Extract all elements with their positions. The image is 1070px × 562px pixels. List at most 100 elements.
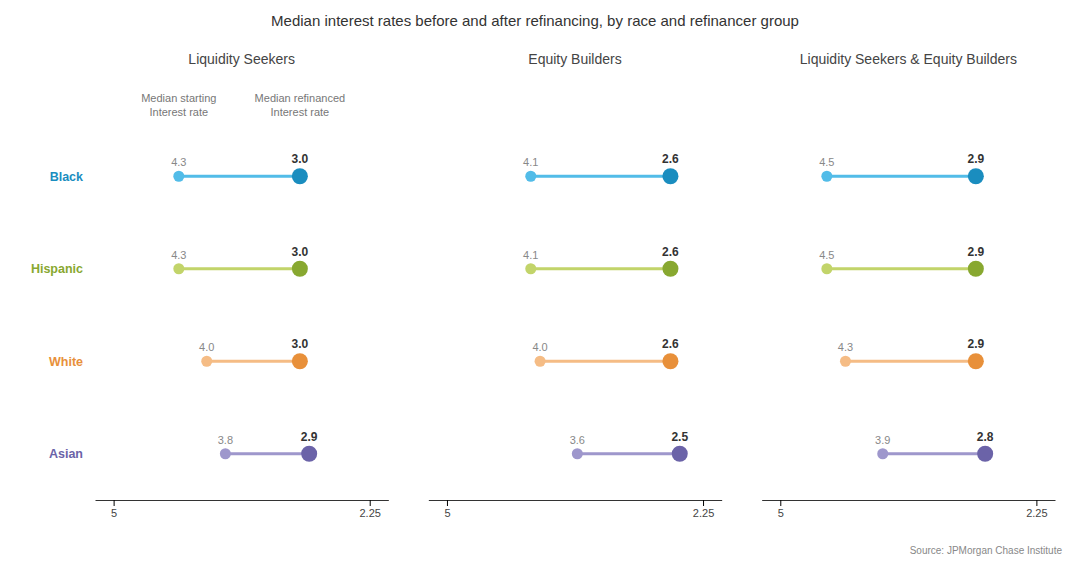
connector bbox=[207, 360, 300, 363]
connector bbox=[531, 175, 671, 178]
end-dot bbox=[968, 168, 984, 184]
category-label: Hispanic bbox=[31, 262, 83, 276]
data-label: 2.6 bbox=[662, 337, 679, 351]
data-labels: 4.1 4.1 4.0 3.6 2.6 2.6 2.6 2.5 bbox=[523, 152, 688, 446]
start-dot bbox=[220, 448, 231, 459]
panel-title: Liquidity Seekers bbox=[188, 51, 295, 67]
category-label: Asian bbox=[49, 447, 83, 461]
tick: 2.25 bbox=[693, 500, 714, 519]
marks bbox=[173, 168, 317, 462]
data-label: 4.1 bbox=[523, 156, 538, 168]
data-label: 4.1 bbox=[523, 249, 538, 261]
axis-line bbox=[429, 500, 722, 501]
data-label: 3.0 bbox=[292, 152, 309, 166]
panel: Liquidity Seekers 52.25 Black Hispanic White… bbox=[31, 51, 389, 519]
data-label: 3.6 bbox=[570, 434, 585, 446]
data-label: 3.8 bbox=[218, 434, 233, 446]
tick-label: 2.25 bbox=[693, 507, 714, 519]
tick: 5 bbox=[778, 500, 784, 519]
category-label: Black bbox=[50, 170, 83, 184]
end-dot bbox=[968, 261, 984, 277]
start-dot bbox=[525, 263, 536, 274]
column-header: Median refinancedInterest rate bbox=[255, 92, 346, 118]
start-dot bbox=[525, 171, 536, 182]
start-dot bbox=[877, 448, 888, 459]
end-dot bbox=[292, 261, 308, 277]
value-axis: 52.25 bbox=[96, 500, 389, 519]
end-dot bbox=[977, 446, 993, 462]
column-header: Median startingInterest rate bbox=[141, 92, 216, 118]
marks bbox=[821, 168, 993, 462]
data-label: 2.8 bbox=[977, 430, 994, 444]
panel: Liquidity Seekers & Equity Builders52.25… bbox=[762, 51, 1055, 519]
data-label: 2.9 bbox=[968, 245, 985, 259]
tick: 2.25 bbox=[359, 500, 380, 519]
data-label: 4.5 bbox=[819, 156, 834, 168]
end-dot bbox=[292, 353, 308, 369]
category-axis: Black Hispanic White Asian bbox=[31, 170, 83, 462]
panel: Equity Builders52.254.14.14.03.62.62.62.… bbox=[429, 51, 722, 519]
start-dot bbox=[572, 448, 583, 459]
end-dot bbox=[672, 446, 688, 462]
end-dot bbox=[662, 261, 678, 277]
value-axis: 52.25 bbox=[762, 500, 1055, 519]
data-labels: 4.34.34.03.83.03.03.02.9 bbox=[171, 152, 318, 446]
tick: Hispanic bbox=[31, 262, 83, 276]
connector bbox=[577, 452, 679, 455]
end-dot bbox=[968, 353, 984, 369]
panel-title: Equity Builders bbox=[528, 51, 621, 67]
connector bbox=[827, 175, 976, 178]
tick-label: 5 bbox=[778, 507, 784, 519]
start-dot bbox=[821, 263, 832, 274]
connector bbox=[179, 267, 300, 270]
start-dot bbox=[840, 356, 851, 367]
chart: Median interest rates before and after r… bbox=[0, 0, 1070, 562]
tick-label: 2.25 bbox=[359, 507, 380, 519]
data-label: 2.5 bbox=[671, 430, 688, 444]
axis-line bbox=[762, 500, 1055, 501]
data-label: 2.6 bbox=[662, 152, 679, 166]
start-dot bbox=[821, 171, 832, 182]
data-label: 4.0 bbox=[532, 341, 547, 353]
tick-mark bbox=[370, 500, 371, 506]
data-label: 4.3 bbox=[838, 341, 853, 353]
end-dot bbox=[292, 168, 308, 184]
tick-label: 2.25 bbox=[1026, 507, 1047, 519]
tick-mark bbox=[780, 500, 781, 506]
connector bbox=[179, 175, 300, 178]
data-label: 2.9 bbox=[301, 430, 318, 444]
data-label: 2.9 bbox=[968, 337, 985, 351]
tick: 5 bbox=[444, 500, 450, 519]
data-label: 4.0 bbox=[199, 341, 214, 353]
connector bbox=[827, 267, 976, 270]
data-labels: 4.5 4.5 4.3 3.9 2.9 2.9 2.9 2.8 bbox=[819, 152, 994, 446]
panel-title: Liquidity Seekers & Equity Builders bbox=[800, 51, 1017, 67]
tick-label: 5 bbox=[444, 507, 450, 519]
axis-line bbox=[96, 500, 389, 501]
title: Median interest rates before and after r… bbox=[271, 12, 799, 29]
tick-mark bbox=[114, 500, 115, 506]
tick-mark bbox=[447, 500, 448, 506]
data-label: 3.9 bbox=[875, 434, 890, 446]
connector bbox=[883, 452, 985, 455]
data-label: 4.5 bbox=[819, 249, 834, 261]
start-dot bbox=[173, 171, 184, 182]
end-dot bbox=[662, 353, 678, 369]
tick-mark bbox=[703, 500, 704, 506]
data-label: 3.0 bbox=[292, 245, 309, 259]
tick: Black bbox=[50, 170, 83, 184]
tick: White bbox=[49, 355, 83, 369]
start-dot bbox=[535, 356, 546, 367]
connector bbox=[531, 267, 671, 270]
source-note: Source: JPMorgan Chase Institute bbox=[910, 545, 1063, 556]
data-label: 2.6 bbox=[662, 245, 679, 259]
tick: Asian bbox=[49, 447, 83, 461]
end-dot bbox=[301, 446, 317, 462]
start-dot bbox=[201, 356, 212, 367]
data-label: 3.0 bbox=[292, 337, 309, 351]
data-label: 4.3 bbox=[171, 249, 186, 261]
end-dot bbox=[662, 168, 678, 184]
data-label: 2.9 bbox=[968, 152, 985, 166]
connector bbox=[845, 360, 975, 363]
value-axis: 52.25 bbox=[429, 500, 722, 519]
